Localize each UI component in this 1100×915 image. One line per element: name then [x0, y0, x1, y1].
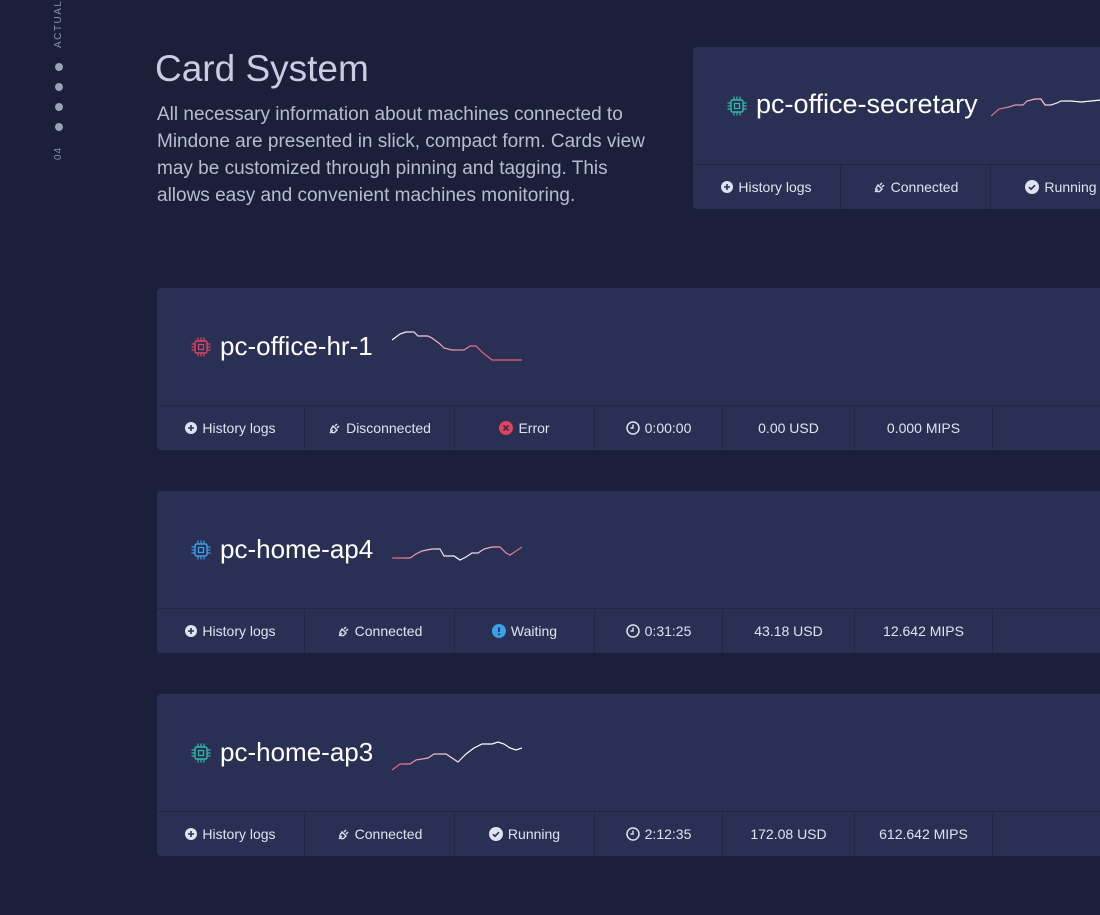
rail-dot-1[interactable] — [55, 63, 63, 71]
machine-name[interactable]: pc-office-hr-1 — [220, 331, 373, 361]
plug-icon — [873, 181, 886, 194]
machine-name[interactable]: pc-home-ap3 — [220, 737, 374, 767]
status-badge: Running — [455, 812, 595, 856]
waiting-exclamation-icon — [491, 624, 506, 638]
history-logs-button[interactable]: History logs — [157, 812, 305, 856]
cpu-chip-icon — [190, 336, 212, 363]
machine-name[interactable]: pc-office-secretary — [756, 89, 978, 119]
history-logs-label: History logs — [202, 420, 276, 436]
cost: 172.08 USD — [723, 812, 855, 856]
status-badge: Running — [991, 165, 1100, 209]
cost-label: 43.18 USD — [754, 623, 823, 639]
cost: 0.00 USD — [723, 406, 855, 450]
section-label: ACTUAL — [53, 0, 64, 48]
mips: 12.642 MIPS — [855, 609, 993, 653]
mips-label: 612.642 MIPS — [879, 826, 968, 842]
cost-label: 0.00 USD — [758, 420, 819, 436]
plus-circle-icon — [185, 625, 198, 637]
history-logs-button[interactable]: History logs — [157, 609, 305, 653]
connection-label: Connected — [354, 826, 423, 842]
running-check-icon — [1025, 180, 1040, 194]
sparkline — [392, 741, 522, 771]
mips-label: 0.000 MIPS — [886, 420, 961, 436]
uptime-label: 0:00:00 — [644, 420, 692, 436]
rail-dot-3[interactable] — [55, 103, 63, 111]
status-badge: Waiting — [455, 609, 595, 653]
history-logs-button[interactable]: History logs — [157, 406, 305, 450]
history-logs-button[interactable]: History logs — [693, 165, 841, 209]
clock-icon — [625, 624, 640, 638]
plus-circle-icon — [185, 422, 198, 434]
mips-label: 12.642 MIPS — [883, 623, 964, 639]
uptime-label: 0:31:25 — [644, 623, 692, 639]
status-label: Waiting — [510, 623, 558, 639]
status-label: Running — [1044, 179, 1097, 195]
cpu-chip-icon — [190, 742, 212, 769]
history-logs-label: History logs — [202, 826, 276, 842]
status-label: Running — [507, 826, 561, 842]
plug-icon — [337, 828, 350, 841]
status-label: Error — [518, 420, 550, 436]
history-logs-label: History logs — [738, 179, 812, 195]
machine-card[interactable]: pc-home-ap4 History logs Connected — [157, 491, 1100, 653]
card-footer: History logs Disconnected Error 0:00:00 … — [157, 405, 1100, 450]
plug-icon — [328, 422, 341, 435]
sparkline — [991, 98, 1100, 117]
cost: 43.18 USD — [723, 609, 855, 653]
card-footer: History logs Connected Running 2:12:35 1… — [157, 811, 1100, 856]
mips: 612.642 MIPS — [855, 812, 993, 856]
clock-icon — [625, 827, 640, 841]
clock-icon — [625, 421, 640, 435]
machine-card[interactable]: pc-office-hr-1 History logs Disconnected — [157, 288, 1100, 450]
cost-label: 172.08 USD — [750, 826, 827, 842]
connection-status: Connected — [305, 812, 455, 856]
cpu-chip-icon — [190, 539, 212, 566]
plus-circle-icon — [721, 181, 734, 193]
uptime: 0:00:00 — [595, 406, 723, 450]
sparkline — [392, 331, 522, 361]
connection-label: Connected — [354, 623, 423, 639]
connection-label: Connected — [890, 179, 959, 195]
connection-status: Connected — [305, 609, 455, 653]
running-check-icon — [488, 827, 503, 841]
section-number: 04 — [53, 146, 64, 160]
page-title: Card System — [155, 48, 369, 89]
connection-status: Disconnected — [305, 406, 455, 450]
rail-dot-4[interactable] — [55, 123, 63, 131]
plug-icon — [337, 625, 350, 638]
uptime: 0:31:25 — [595, 609, 723, 653]
card-footer: History logs Connected Waiting 0:31:25 4… — [157, 608, 1100, 653]
page-description: All necessary information about machines… — [157, 104, 645, 206]
machine-card-featured[interactable]: pc-office-secretary History logs Connect… — [693, 47, 1100, 209]
connection-status: Connected — [841, 165, 991, 209]
status-badge: Error — [455, 406, 595, 450]
side-rail: ACTUAL 04 — [0, 0, 120, 915]
machine-card[interactable]: pc-home-ap3 History logs Connected — [157, 694, 1100, 856]
machine-name[interactable]: pc-home-ap4 — [220, 534, 374, 564]
connection-label: Disconnected — [346, 420, 431, 436]
rail-dot-2[interactable] — [55, 83, 63, 91]
mips: 0.000 MIPS — [855, 406, 993, 450]
uptime-label: 2:12:35 — [644, 826, 692, 842]
uptime: 2:12:35 — [595, 812, 723, 856]
cpu-chip-icon — [726, 95, 748, 122]
card-footer: History logs Connected Running — [693, 164, 1100, 209]
error-x-icon — [499, 421, 514, 435]
history-logs-label: History logs — [202, 623, 276, 639]
sparkline — [392, 546, 522, 561]
plus-circle-icon — [185, 828, 198, 840]
